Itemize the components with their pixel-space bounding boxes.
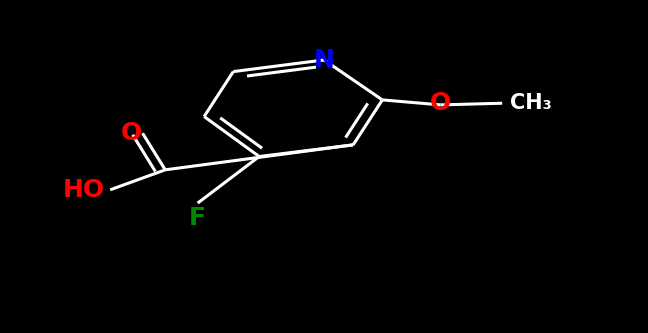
Text: F: F	[189, 206, 206, 230]
Text: O: O	[430, 91, 451, 115]
Text: N: N	[314, 48, 334, 72]
Text: HO: HO	[63, 178, 106, 202]
Text: O: O	[121, 121, 141, 145]
Text: CH₃: CH₃	[511, 93, 552, 113]
